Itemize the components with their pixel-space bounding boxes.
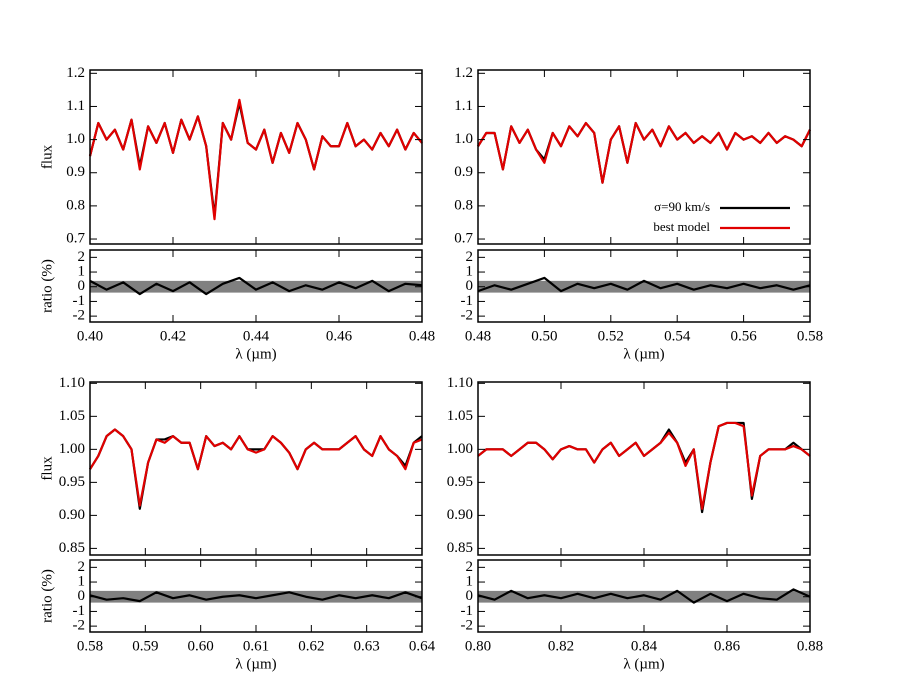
x-tick-label: 0.48	[409, 328, 435, 344]
y-tick-label: 2	[466, 559, 474, 575]
y-tick-label: 0.7	[454, 230, 473, 246]
plot-frame	[477, 69, 811, 245]
series-line	[89, 428, 423, 507]
y-tick-label: 0.8	[454, 197, 473, 213]
x-tick-label: 0.86	[714, 638, 741, 654]
x-tick-label: 0.40	[77, 328, 103, 344]
x-tick-label: 0.44	[243, 328, 270, 344]
y-tick-label: 1.00	[447, 441, 473, 457]
y-tick-label: 0.95	[59, 474, 85, 490]
y-tick-label: 0.7	[66, 230, 85, 246]
x-tick-label: 0.62	[298, 638, 324, 654]
error-band	[90, 590, 422, 603]
series-line	[477, 588, 811, 604]
series-line	[477, 276, 811, 293]
y-tick-label: -2	[461, 618, 474, 634]
y-axis-label: flux	[39, 144, 55, 169]
y-tick-label: -2	[461, 308, 474, 324]
x-tick-label: 0.64	[409, 638, 436, 654]
y-tick-label: 1.1	[454, 98, 473, 114]
y-tick-label: 0.9	[454, 164, 473, 180]
y-axis-label: ratio (%)	[39, 259, 55, 313]
x-tick-label: 0.58	[797, 328, 823, 344]
y-tick-label: 1.1	[66, 98, 85, 114]
y-tick-label: 0.90	[447, 507, 473, 523]
x-axis-label: λ (µm)	[623, 656, 664, 672]
y-tick-label: 0.9	[66, 164, 85, 180]
y-tick-label: 1.2	[454, 65, 473, 81]
series-line	[89, 591, 423, 603]
x-tick-label: 0.82	[548, 638, 574, 654]
y-axis-label: flux	[39, 456, 55, 481]
y-tick-label: 2	[466, 249, 474, 265]
series-line	[89, 428, 423, 510]
plot-frame	[89, 381, 423, 556]
y-tick-label: 0	[466, 588, 474, 604]
x-tick-label: 0.61	[243, 638, 269, 654]
x-axis-label: λ (µm)	[235, 656, 276, 672]
y-tick-label: 1.10	[447, 375, 473, 391]
error-band	[90, 280, 422, 293]
y-tick-label: 0	[78, 278, 86, 294]
x-axis-label: λ (µm)	[623, 346, 664, 362]
x-tick-label: 0.63	[354, 638, 380, 654]
series-line	[89, 276, 423, 296]
y-tick-label: 0.85	[59, 540, 85, 556]
plot-frame	[477, 249, 811, 323]
error-band	[478, 280, 810, 293]
y-tick-label: 1.0	[454, 131, 473, 147]
legend-label: σ=90 km/s	[654, 199, 710, 214]
y-tick-label: -2	[73, 308, 86, 324]
x-tick-label: 0.88	[797, 638, 823, 654]
y-tick-label: 1	[78, 263, 86, 279]
x-axis-label: λ (µm)	[235, 346, 276, 362]
y-tick-label: 0.95	[447, 474, 473, 490]
x-tick-label: 0.48	[465, 328, 491, 344]
legend-label: best model	[653, 219, 710, 234]
x-tick-label: 0.58	[77, 638, 103, 654]
series-line	[88, 102, 423, 217]
x-tick-label: 0.42	[160, 328, 186, 344]
x-tick-label: 0.52	[598, 328, 624, 344]
y-tick-label: 1	[78, 573, 86, 589]
y-tick-label: 0.90	[59, 507, 85, 523]
plot-frame	[477, 381, 811, 556]
y-tick-label: 2	[78, 559, 86, 575]
y-tick-label: -1	[73, 603, 86, 619]
y-tick-label: 0.85	[447, 540, 473, 556]
y-axis-label: ratio (%)	[39, 569, 55, 623]
series-line	[477, 121, 811, 184]
y-tick-label: -2	[73, 618, 86, 634]
y-tick-label: 1	[466, 573, 474, 589]
y-tick-label: 1.00	[59, 441, 85, 457]
x-tick-label: 0.84	[631, 638, 658, 654]
x-tick-label: 0.59	[132, 638, 158, 654]
plot-frame	[89, 69, 423, 245]
y-tick-label: 1.05	[59, 408, 85, 424]
y-tick-label: -1	[461, 293, 474, 309]
x-tick-label: 0.56	[730, 328, 757, 344]
y-tick-label: 2	[78, 249, 86, 265]
series-line	[88, 98, 423, 221]
y-tick-label: 1.0	[66, 131, 85, 147]
y-tick-label: -1	[73, 293, 86, 309]
series-line	[477, 421, 811, 510]
y-tick-label: 1.2	[66, 65, 85, 81]
y-tick-label: -1	[461, 603, 474, 619]
x-tick-label: 0.54	[664, 328, 691, 344]
y-tick-label: 0.8	[66, 197, 85, 213]
series-line	[477, 421, 811, 514]
y-tick-label: 0	[466, 278, 474, 294]
x-tick-label: 0.46	[326, 328, 353, 344]
y-tick-label: 0	[78, 588, 86, 604]
x-tick-label: 0.50	[531, 328, 557, 344]
x-tick-label: 0.60	[188, 638, 214, 654]
y-tick-label: 1.05	[447, 408, 473, 424]
y-tick-label: 1	[466, 263, 474, 279]
error-band	[478, 590, 810, 603]
y-tick-label: 1.10	[59, 375, 85, 391]
x-tick-label: 0.80	[465, 638, 491, 654]
